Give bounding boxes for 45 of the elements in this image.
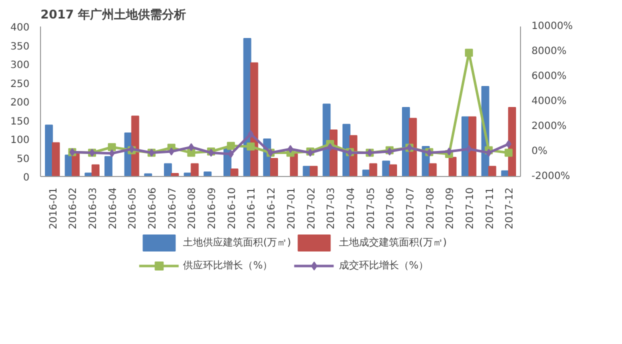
y-tick-label: 100	[10, 135, 30, 146]
legend-label: 成交环比增长（%）	[339, 259, 429, 272]
y2-tick-label: 2000%	[532, 121, 566, 132]
x-tick-label: 2017-01	[286, 187, 298, 230]
legend-label: 供应环比增长（%）	[183, 259, 273, 272]
x-tick-label: 2017-12	[504, 187, 516, 230]
x-tick-label: 2016-09	[207, 187, 218, 230]
y2-tick-label: 0%	[532, 146, 548, 157]
x-tick-label: 2016-11	[246, 187, 258, 230]
legend-label: 土地供应建筑面积(万㎡)	[183, 236, 291, 250]
x-tick-label: 2016-07	[167, 187, 178, 230]
y-tick-label: 200	[10, 98, 30, 108]
x-tick-label: 2017-03	[326, 187, 338, 230]
x-tick-label: 2016-05	[128, 187, 139, 230]
x-tick-label: 2017-07	[405, 187, 416, 230]
y-tick-label: 0	[23, 172, 30, 184]
y-tick-label: 50	[16, 154, 30, 165]
x-tick-label: 2016-10	[226, 187, 238, 230]
x-tick-label: 2016-08	[187, 187, 198, 230]
y-tick-label: 150	[10, 116, 30, 128]
x-tick-label: 2016-02	[68, 187, 80, 230]
x-tick-label: 2017-10	[464, 187, 476, 230]
x-tick-label: 2017-05	[366, 187, 377, 230]
x-tick-label: 2016-12	[266, 187, 278, 230]
y2-tick-label: -2000%	[532, 171, 570, 182]
x-tick-label: 2017-02	[306, 187, 318, 230]
x-tick-label: 2016-01	[48, 187, 60, 230]
x-tick-label: 2017-11	[484, 187, 496, 230]
x-tick-label: 2016-03	[88, 187, 100, 230]
y-tick-label: 300	[10, 60, 30, 71]
y2-tick-label: 4000%	[532, 96, 566, 107]
legend-label: 土地成交建筑面积(万㎡)	[339, 236, 447, 250]
x-tick-label: 2017-09	[445, 187, 456, 230]
y2-tick-label: 8000%	[532, 46, 566, 57]
y-tick-label: 400	[10, 22, 30, 34]
x-tick-label: 2016-04	[108, 187, 119, 230]
y-tick-label: 250	[10, 78, 30, 90]
x-tick-label: 2017-04	[346, 187, 357, 230]
x-tick-label: 2017-06	[386, 187, 397, 230]
y-tick-label: 350	[10, 41, 30, 52]
chart-title: 2017 年广州土地供需分析	[40, 8, 186, 22]
y2-tick-label: 6000%	[532, 71, 566, 82]
y2-tick-label: 10000%	[532, 21, 573, 32]
x-tick-label: 2017-08	[425, 187, 436, 230]
x-tick-label: 2016-06	[148, 187, 159, 230]
